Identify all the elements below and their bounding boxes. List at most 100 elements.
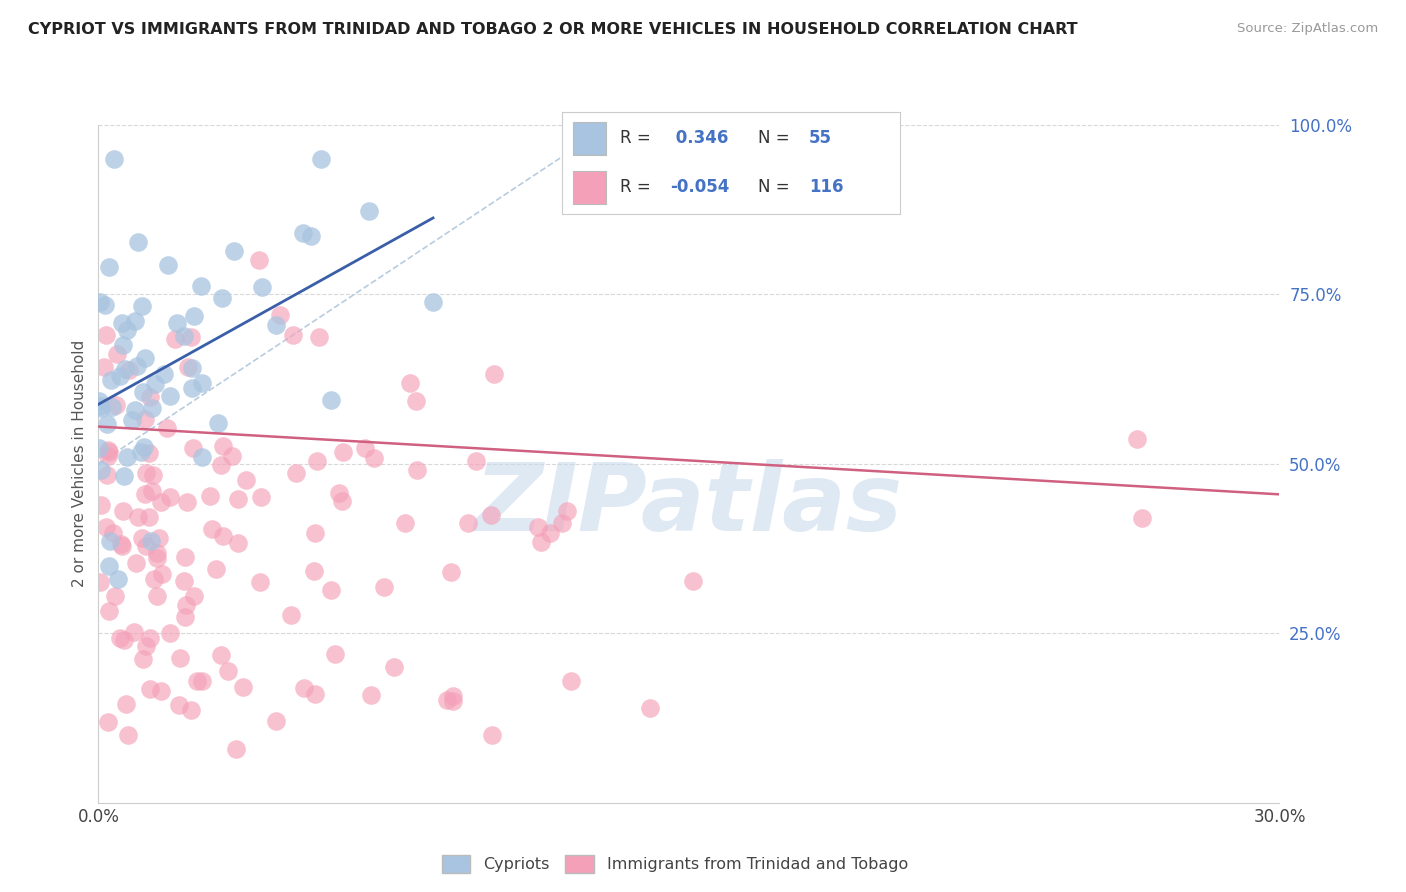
Text: R =: R = (620, 178, 655, 196)
Point (149, 684, 172, 698)
Point (105, 347, 128, 361)
Point (131, 531, 153, 545)
Point (110, 631, 132, 645)
Point (111, 540, 134, 554)
Point (98, 604, 121, 618)
Text: 0.346: 0.346 (671, 129, 728, 147)
Point (526, 520, 548, 534)
Text: -0.054: -0.054 (671, 178, 730, 196)
Text: N =: N = (758, 129, 794, 147)
Point (212, 439, 235, 453)
Point (560, 673, 582, 688)
Point (484, 368, 506, 382)
Point (112, 633, 135, 648)
Point (135, 539, 157, 553)
Point (1126, 433, 1149, 447)
Point (422, 295, 444, 310)
Point (538, 526, 561, 541)
Point (269, 308, 291, 322)
Point (146, 545, 169, 559)
Point (176, 494, 198, 508)
Point (186, 673, 208, 688)
Point (124, 402, 146, 417)
Point (156, 258, 179, 272)
Point (141, 401, 163, 416)
Point (89, 574, 111, 589)
Point (382, 660, 405, 674)
Point (266, 318, 288, 332)
Point (174, 610, 197, 624)
Point (96, 519, 118, 533)
Point (363, 450, 385, 465)
Point (159, 625, 181, 640)
Point (97, 715, 120, 730)
Point (555, 504, 578, 518)
Point (97, 558, 120, 573)
Point (205, 562, 228, 576)
Point (405, 393, 427, 408)
Point (127, 510, 149, 524)
Point (440, 566, 463, 580)
Point (141, 483, 163, 498)
Point (354, 441, 377, 455)
Point (156, 420, 179, 434)
Point (174, 598, 197, 612)
Point (209, 648, 232, 662)
Point (143, 376, 166, 391)
Point (139, 632, 162, 646)
Point (250, 280, 273, 294)
Point (173, 329, 195, 343)
Point (217, 665, 239, 679)
Point (138, 446, 160, 460)
Point (97, 444, 120, 458)
Point (101, 400, 124, 414)
Point (165, 332, 187, 346)
Point (115, 323, 138, 337)
Point (226, 491, 249, 506)
Point (228, 536, 250, 550)
Point (117, 728, 139, 742)
Point (357, 204, 380, 219)
Point (97, 449, 120, 463)
Point (118, 363, 141, 377)
Point (181, 442, 204, 456)
Bar (572, 171, 606, 204)
Point (166, 316, 188, 330)
Point (101, 525, 124, 540)
Point (169, 650, 191, 665)
Text: 116: 116 (808, 178, 844, 196)
Point (148, 531, 170, 545)
Point (180, 330, 202, 344)
Point (191, 450, 214, 465)
Point (207, 416, 229, 430)
Point (436, 693, 458, 707)
Point (138, 509, 160, 524)
Point (100, 373, 122, 387)
Point (221, 449, 243, 463)
Point (131, 299, 153, 313)
Point (399, 376, 422, 390)
Point (139, 390, 162, 404)
Point (93, 360, 115, 375)
Point (150, 566, 173, 581)
Point (291, 226, 314, 240)
Point (153, 368, 176, 382)
Point (311, 152, 333, 166)
Point (125, 359, 148, 374)
Point (307, 454, 329, 468)
Point (127, 235, 149, 250)
Point (180, 381, 202, 395)
Point (319, 582, 342, 597)
Point (105, 398, 128, 412)
Point (441, 690, 464, 704)
Point (90, 498, 112, 512)
Point (682, 574, 704, 588)
Point (134, 351, 156, 365)
Point (89, 393, 111, 408)
Point (323, 647, 346, 661)
Point (1130, 511, 1153, 525)
Point (250, 491, 273, 505)
Point (149, 495, 172, 509)
Point (481, 728, 503, 742)
Point (330, 493, 353, 508)
